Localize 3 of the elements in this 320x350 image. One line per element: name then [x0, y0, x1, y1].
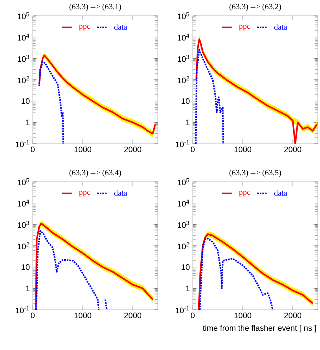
line-series [199, 238, 274, 310]
line-series [195, 49, 224, 144]
line-series [38, 61, 64, 144]
